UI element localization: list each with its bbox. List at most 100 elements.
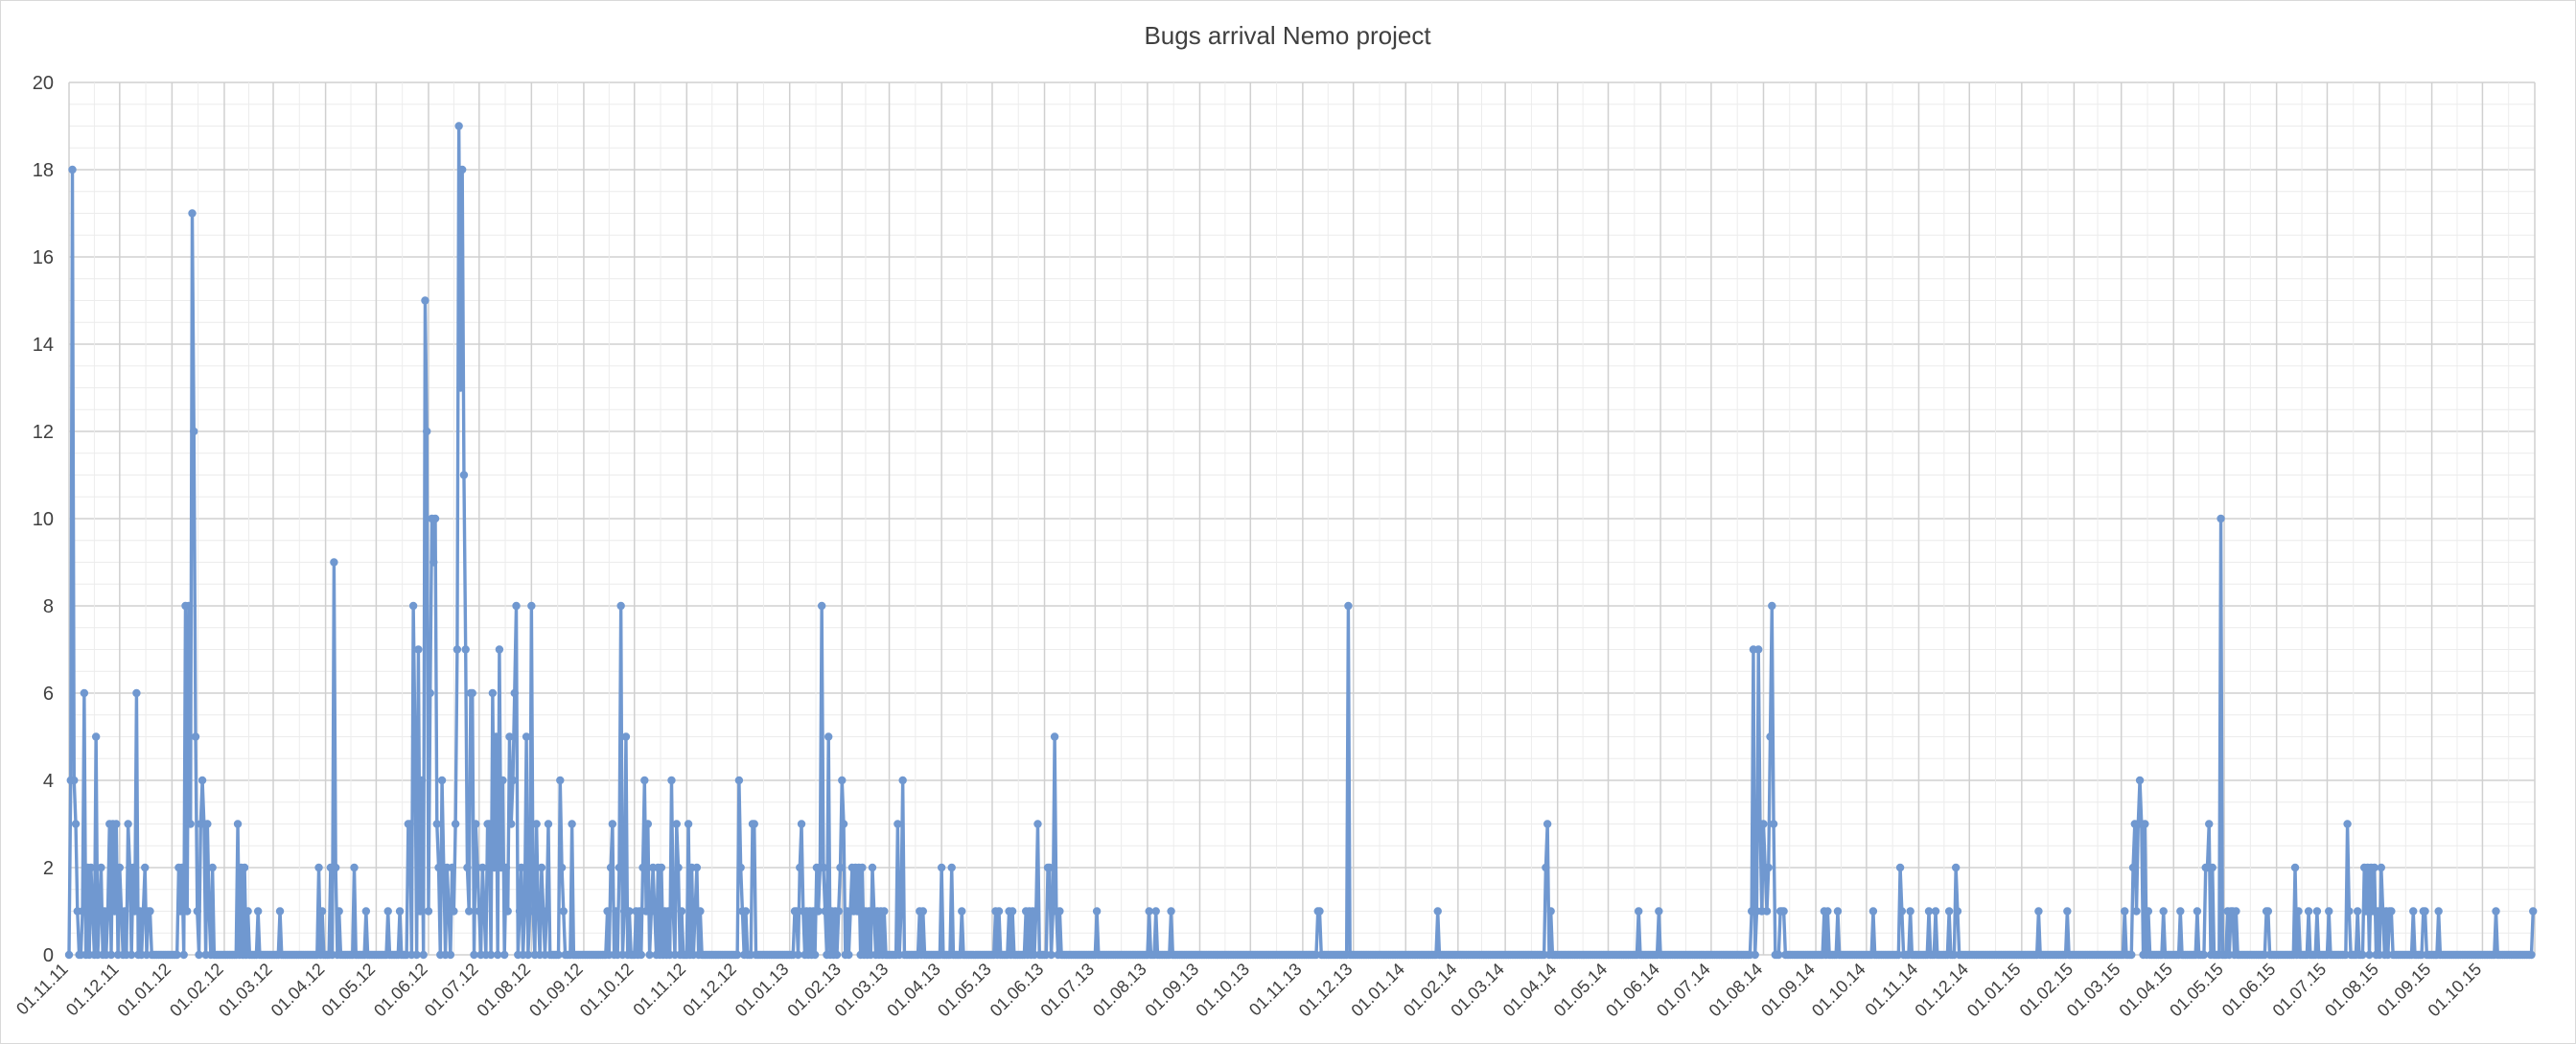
data-point bbox=[383, 907, 392, 916]
data-point bbox=[645, 950, 654, 960]
y-tick-label: 6 bbox=[43, 684, 54, 705]
data-point bbox=[492, 732, 500, 741]
data-point bbox=[2205, 820, 2214, 828]
data-point bbox=[734, 776, 744, 785]
data-point bbox=[616, 601, 625, 611]
data-point bbox=[1775, 950, 1783, 960]
data-point bbox=[1779, 907, 1788, 916]
data-point bbox=[204, 907, 214, 916]
data-point bbox=[1895, 863, 1905, 872]
data-point bbox=[2377, 863, 2385, 872]
data-point bbox=[741, 907, 751, 916]
data-point bbox=[470, 950, 478, 960]
data-point bbox=[2232, 907, 2240, 916]
data-point bbox=[1050, 732, 1059, 741]
data-point bbox=[115, 863, 125, 872]
data-point bbox=[331, 863, 340, 872]
data-point bbox=[478, 863, 487, 872]
data-point bbox=[2492, 907, 2500, 916]
data-point bbox=[2176, 907, 2185, 916]
data-point bbox=[488, 688, 498, 698]
data-point bbox=[188, 209, 197, 218]
data-point bbox=[2263, 907, 2273, 916]
data-point bbox=[1754, 645, 1763, 654]
data-point bbox=[454, 122, 463, 130]
data-point bbox=[2159, 907, 2168, 916]
data-point bbox=[448, 863, 456, 872]
data-point bbox=[2208, 863, 2216, 872]
data-point bbox=[414, 645, 423, 654]
data-point bbox=[557, 863, 567, 872]
data-point bbox=[179, 950, 188, 960]
data-point bbox=[1764, 863, 1773, 872]
data-point bbox=[415, 907, 425, 916]
data-point bbox=[1951, 863, 1961, 872]
data-point bbox=[490, 863, 499, 872]
data-point bbox=[110, 907, 119, 916]
data-point bbox=[1145, 907, 1153, 916]
data-point bbox=[1056, 907, 1064, 916]
data-point bbox=[1047, 950, 1056, 960]
y-tick-label: 8 bbox=[43, 596, 54, 617]
data-point bbox=[91, 732, 101, 741]
data-point bbox=[2132, 907, 2141, 916]
data-point bbox=[638, 863, 647, 872]
data-point bbox=[68, 165, 77, 174]
data-point bbox=[1906, 907, 1915, 916]
data-point bbox=[2370, 863, 2379, 872]
data-point bbox=[852, 907, 862, 916]
y-tick-label: 10 bbox=[33, 509, 54, 530]
data-point bbox=[424, 907, 433, 916]
data-point bbox=[1751, 950, 1759, 960]
data-point bbox=[1768, 601, 1776, 611]
data-point bbox=[406, 820, 414, 828]
data-point bbox=[183, 907, 192, 916]
data-point bbox=[2434, 907, 2443, 916]
data-point bbox=[508, 776, 518, 785]
data-point bbox=[2353, 907, 2362, 916]
data-point bbox=[612, 907, 620, 916]
data-point bbox=[845, 950, 853, 960]
data-point bbox=[1315, 907, 1324, 916]
data-point bbox=[1635, 907, 1643, 916]
y-tick-label: 18 bbox=[33, 160, 54, 181]
y-tick-label: 12 bbox=[33, 422, 54, 443]
data-point bbox=[451, 820, 460, 828]
data-point bbox=[672, 820, 681, 828]
data-point bbox=[522, 732, 531, 741]
data-point bbox=[335, 907, 343, 916]
data-point bbox=[193, 907, 201, 916]
data-point bbox=[635, 907, 644, 916]
data-point bbox=[1045, 863, 1055, 872]
data-point bbox=[112, 820, 121, 828]
data-point bbox=[1032, 907, 1040, 916]
data-point bbox=[1953, 907, 1962, 916]
data-point bbox=[1543, 820, 1552, 828]
data-point bbox=[2358, 950, 2367, 960]
data-point bbox=[432, 820, 441, 828]
data-point bbox=[669, 907, 678, 916]
data-point bbox=[794, 950, 802, 960]
data-point bbox=[124, 820, 132, 828]
data-point bbox=[543, 907, 551, 916]
y-tick-label: 0 bbox=[43, 945, 54, 966]
data-point bbox=[832, 950, 842, 960]
data-point bbox=[819, 863, 828, 872]
data-point bbox=[817, 601, 826, 611]
data-point bbox=[650, 907, 660, 916]
data-point bbox=[556, 776, 565, 785]
data-point bbox=[97, 863, 105, 872]
data-point bbox=[2216, 514, 2225, 523]
data-point bbox=[958, 907, 966, 916]
data-point bbox=[898, 776, 907, 785]
data-point bbox=[625, 907, 634, 916]
data-point bbox=[637, 950, 645, 960]
data-point bbox=[2361, 907, 2371, 916]
data-point bbox=[937, 863, 946, 872]
data-point bbox=[2144, 907, 2153, 916]
data-point bbox=[2529, 907, 2538, 916]
data-point bbox=[1833, 907, 1843, 916]
data-point bbox=[1546, 907, 1555, 916]
data-point bbox=[2127, 950, 2136, 960]
